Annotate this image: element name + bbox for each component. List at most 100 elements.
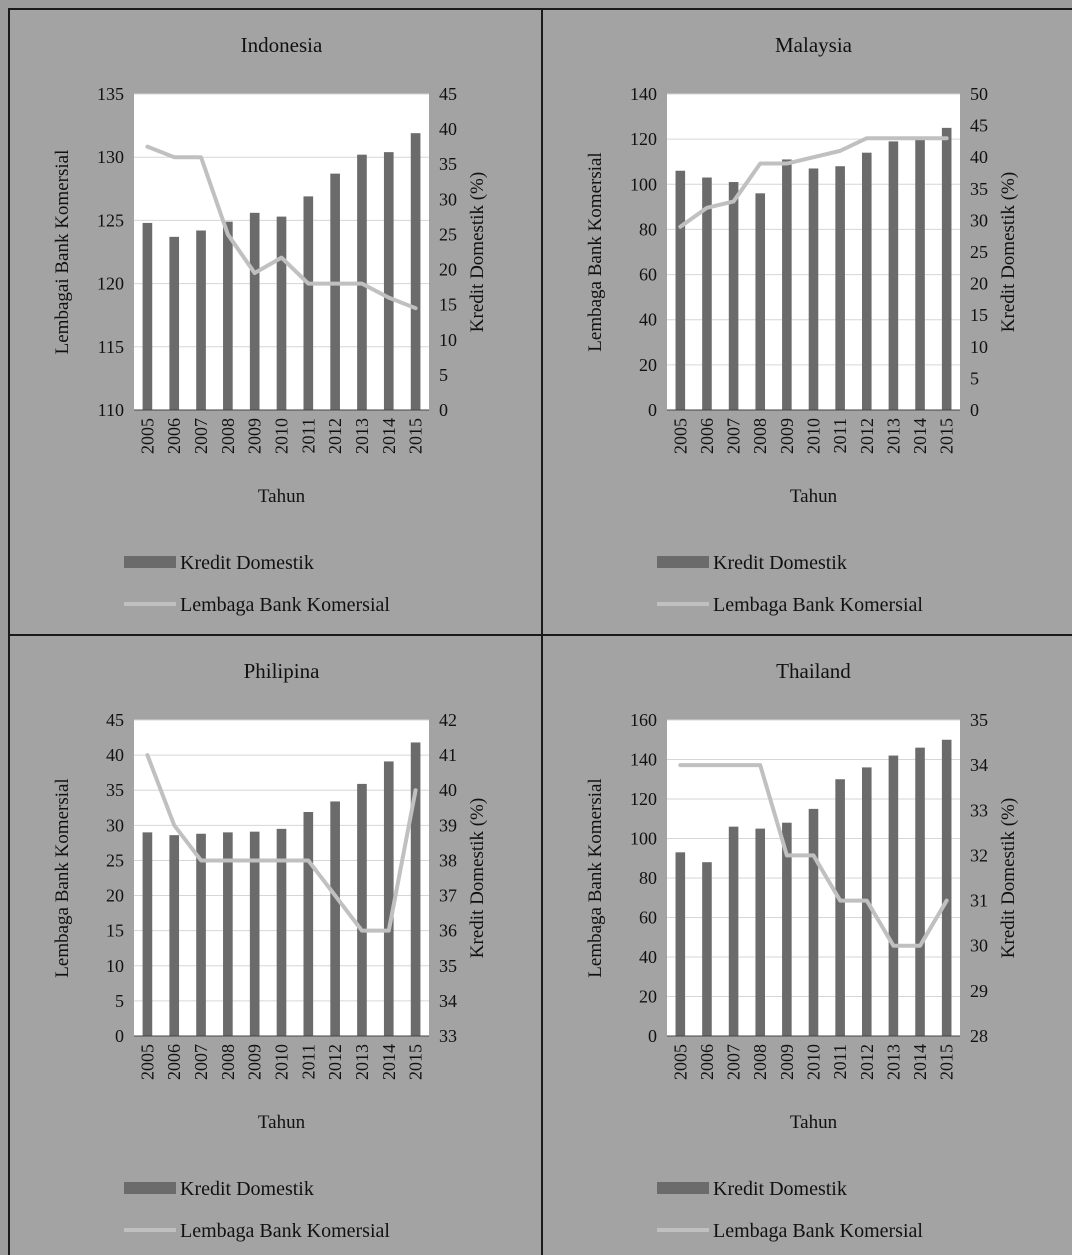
x-tick-label: 2008 xyxy=(218,418,238,454)
legend-label-kredit-domestik: Kredit Domestik xyxy=(180,552,314,574)
x-tick-label: 2012 xyxy=(857,418,877,454)
y2-axis-label: Kredit Domestik (%) xyxy=(998,172,1019,332)
x-tick-label: 2015 xyxy=(937,418,957,454)
y2-tick-label: 10 xyxy=(970,337,988,357)
y2-tick-label: 5 xyxy=(970,368,979,388)
bar xyxy=(223,832,233,1036)
legend-label-kredit-domestik: Kredit Domestik xyxy=(713,552,847,574)
y-tick-label: 35 xyxy=(106,780,124,800)
x-axis-label: Tahun xyxy=(790,1112,838,1133)
y-tick-label: 20 xyxy=(639,355,657,375)
y-tick-label: 100 xyxy=(630,829,657,849)
y2-tick-label: 50 xyxy=(970,84,988,104)
chart-panel-malaysia: Malaysia 0 20 40 60 80 100 120 140 0 5 10 15 20 25 30 35… xyxy=(541,8,1072,636)
x-tick-label: 2011 xyxy=(298,418,318,453)
y2-tick-label: 10 xyxy=(439,330,457,350)
x-tick-label: 2014 xyxy=(910,1044,930,1080)
x-tick-label: 2005 xyxy=(670,1044,690,1080)
bar xyxy=(410,133,421,410)
y2-tick-label: 35 xyxy=(439,154,457,174)
bar xyxy=(249,212,260,410)
x-tick-label: 2009 xyxy=(777,1044,797,1080)
legend-label-kredit-domestik: Kredit Domestik xyxy=(180,1178,314,1200)
y2-tick-label: 37 xyxy=(439,886,457,906)
legend-swatch-bar xyxy=(657,556,709,568)
series-line xyxy=(145,753,418,933)
y2-tick-label: 40 xyxy=(439,119,457,139)
x-tick-label: 2006 xyxy=(697,418,717,454)
bar xyxy=(782,159,792,410)
x-tick-label: 2005 xyxy=(137,1044,157,1080)
y2-tick-label: 29 xyxy=(970,981,988,1001)
y2-tick-label: 35 xyxy=(439,956,457,976)
y2-tick-label: 45 xyxy=(970,116,988,136)
chart-svg: Malaysia 0 20 40 60 80 100 120 140 0 5 10 15 20 25 30 35… xyxy=(585,33,1019,616)
bar xyxy=(941,739,952,1036)
y-tick-label: 0 xyxy=(648,400,657,420)
bar xyxy=(755,828,766,1036)
x-tick-label: 2011 xyxy=(830,418,850,453)
x-axis-label: Tahun xyxy=(790,486,838,507)
y2-tick-label: 34 xyxy=(970,755,988,775)
x-tick-label: 2011 xyxy=(298,1044,318,1079)
y-axis-label: Lembagai Bank Komersial xyxy=(52,150,73,355)
y2-tick-label: 30 xyxy=(970,210,988,230)
y-tick-label: 120 xyxy=(630,789,657,809)
y-tick-label: 40 xyxy=(106,745,124,765)
bar xyxy=(915,747,925,1036)
y-tick-label: 160 xyxy=(630,710,657,730)
bar xyxy=(941,127,952,410)
legend-label-lembaga-bank-komersial: Lembaga Bank Komersial xyxy=(180,1220,390,1242)
x-axis-label: Tahun xyxy=(258,486,306,507)
bar xyxy=(276,828,287,1036)
bar xyxy=(808,808,819,1036)
y2-tick-label: 15 xyxy=(970,305,988,325)
y-tick-label: 115 xyxy=(98,337,124,357)
series-line xyxy=(678,136,949,229)
legend-label-lembaga-bank-komersial: Lembaga Bank Komersial xyxy=(713,594,923,616)
bar xyxy=(675,170,686,410)
x-tick-label: 2008 xyxy=(218,1044,238,1080)
bar xyxy=(169,835,180,1036)
x-tick-label: 2006 xyxy=(164,1044,184,1080)
y2-axis-label: Kredit Domestik (%) xyxy=(998,798,1019,958)
legend-label-kredit-domestik: Kredit Domestik xyxy=(713,1178,847,1200)
y2-tick-label: 38 xyxy=(439,850,457,870)
bar xyxy=(330,173,340,410)
bar xyxy=(303,196,314,410)
y-tick-label: 20 xyxy=(639,987,657,1007)
y-tick-label: 80 xyxy=(639,219,657,239)
y-tick-label: 125 xyxy=(97,210,124,230)
x-tick-label: 2012 xyxy=(325,1044,345,1080)
bar xyxy=(808,168,819,410)
x-tick-label: 2013 xyxy=(883,1044,903,1080)
bar xyxy=(276,216,287,410)
y-tick-label: 140 xyxy=(630,84,657,104)
bar xyxy=(861,152,872,410)
x-tick-label: 2006 xyxy=(164,418,184,454)
x-tick-label: 2014 xyxy=(379,1044,399,1080)
x-tick-label: 2008 xyxy=(750,418,770,454)
x-tick-label: 2010 xyxy=(804,418,824,454)
y-tick-label: 20 xyxy=(106,886,124,906)
chart-panel-indonesia: Indonesia 110 115 120 125 130 135 0 5 10 15 20 25 30 3… xyxy=(8,8,543,636)
y2-tick-label: 36 xyxy=(439,921,457,941)
bar xyxy=(782,822,792,1036)
x-tick-label: 2005 xyxy=(670,418,690,454)
x-tick-label: 2009 xyxy=(245,418,265,454)
y-axis-label: Lembaga Bank Komersial xyxy=(585,778,606,977)
y2-tick-label: 42 xyxy=(439,710,457,730)
y-tick-label: 120 xyxy=(97,274,124,294)
y2-tick-label: 25 xyxy=(970,242,988,262)
chart-title: Thailand xyxy=(776,659,851,683)
y2-axis-label: Kredit Domestik (%) xyxy=(467,798,488,958)
bar xyxy=(410,742,421,1036)
y-tick-label: 25 xyxy=(106,850,124,870)
bar xyxy=(728,182,739,410)
y2-tick-label: 45 xyxy=(439,84,457,104)
x-tick-label: 2010 xyxy=(272,1044,292,1080)
y2-tick-label: 30 xyxy=(970,936,988,956)
x-tick-label: 2007 xyxy=(191,1044,211,1080)
x-tick-label: 2013 xyxy=(883,418,903,454)
chart-svg: Indonesia 110 115 120 125 130 135 0 5 10 15 20 25 30 3… xyxy=(52,33,488,616)
